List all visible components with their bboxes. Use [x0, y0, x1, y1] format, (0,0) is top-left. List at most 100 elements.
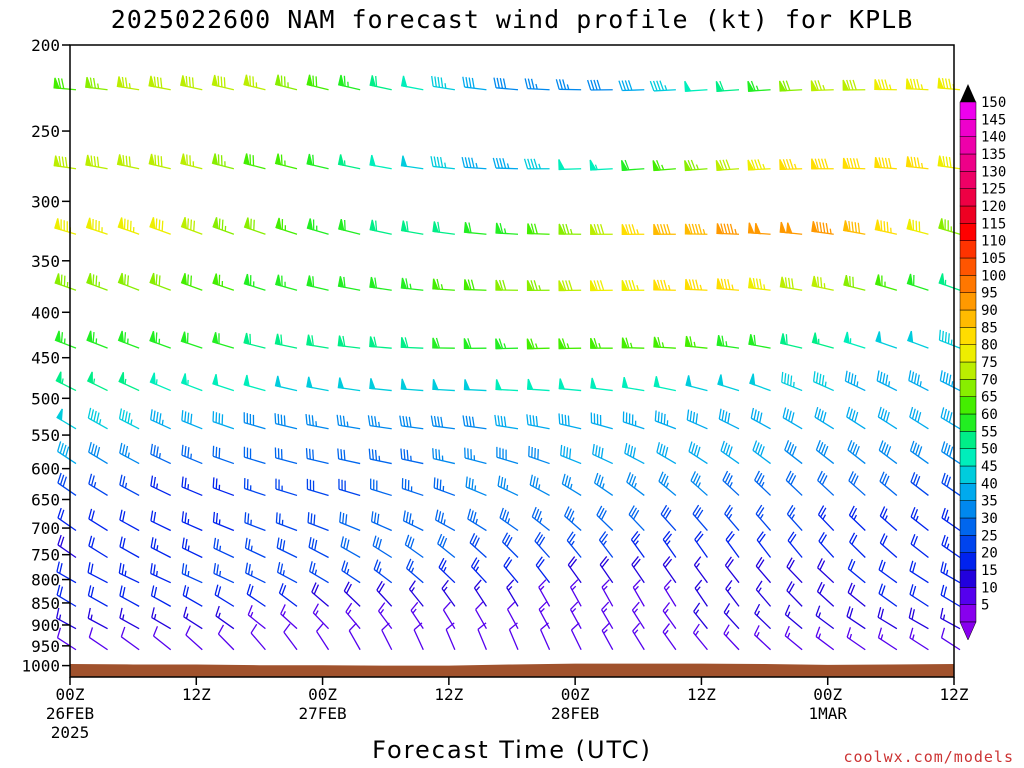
wind-barb	[341, 560, 361, 584]
wind-barb	[501, 532, 519, 558]
wind-barb	[626, 472, 645, 496]
wind-barb	[399, 415, 424, 430]
wind-barb	[369, 219, 392, 235]
wind-barb	[348, 622, 361, 651]
colorbar-label: 60	[981, 407, 998, 423]
wind-barb	[526, 338, 550, 350]
wind-barb	[693, 602, 708, 630]
wind-barb	[909, 627, 929, 651]
wind-barb	[495, 279, 519, 291]
wind-barb	[306, 74, 329, 91]
wind-barb	[592, 443, 613, 465]
wind-barb	[305, 448, 329, 465]
wind-barb	[463, 338, 487, 350]
wind-barb	[181, 563, 203, 584]
wind-barb	[601, 622, 614, 651]
wind-barb	[211, 74, 235, 91]
wind-barb	[376, 580, 393, 607]
colorbar-label: 145	[981, 112, 1006, 128]
wind-barb	[878, 583, 898, 607]
wind-barb	[848, 505, 866, 531]
wind-barb	[117, 217, 140, 235]
wind-barb	[278, 583, 298, 607]
wind-barb	[503, 556, 519, 584]
wind-barb	[811, 275, 834, 291]
wind-barb	[181, 511, 203, 532]
wind-barb	[940, 407, 961, 430]
wind-barb	[718, 408, 740, 430]
wind-barb	[749, 373, 771, 392]
wind-barb	[535, 556, 551, 584]
wind-barb	[274, 153, 298, 170]
wind-barb	[754, 603, 772, 630]
wind-barb	[874, 219, 897, 235]
wind-barb	[250, 623, 266, 651]
wind-barb	[150, 585, 172, 607]
wind-barb	[495, 338, 519, 350]
colorbar-label: 105	[981, 251, 1006, 267]
wind-barb	[526, 223, 550, 235]
wind-barb	[400, 378, 424, 392]
wind-barb	[117, 272, 140, 291]
wind-barb	[56, 627, 77, 651]
wind-barb	[848, 471, 866, 496]
wind-barb	[755, 580, 772, 607]
colorbar-swatch	[959, 465, 977, 484]
wind-barb	[905, 78, 929, 91]
wind-barb	[874, 274, 898, 291]
wind-barb	[430, 415, 455, 430]
colorbar-swatch	[959, 188, 977, 207]
credit-text: coolwx.com/models	[843, 748, 1014, 766]
colorbar-label: 130	[981, 164, 1006, 180]
wind-barb	[119, 474, 140, 497]
wind-barb	[564, 506, 582, 532]
wind-barb	[692, 623, 708, 651]
wind-barb	[818, 531, 835, 558]
wind-barb	[274, 375, 298, 392]
wind-barb	[748, 277, 771, 291]
wind-barb	[654, 410, 677, 430]
wind-barb	[180, 331, 203, 349]
wind-barb	[940, 561, 961, 584]
wind-barb	[686, 409, 708, 430]
x-tick-label: 27FEB	[298, 704, 346, 723]
wind-barb	[785, 470, 803, 496]
wind-barb	[430, 156, 455, 170]
wind-barb	[723, 603, 740, 630]
wind-barb	[846, 406, 866, 430]
colorbar-swatch	[959, 292, 977, 311]
wind-barb	[596, 505, 614, 531]
wind-barb	[338, 218, 361, 235]
x-tick-label: 2025	[51, 723, 90, 742]
wind-barb	[410, 601, 424, 630]
wind-barb	[243, 153, 266, 170]
wind-barb	[308, 536, 329, 559]
wind-barb	[847, 558, 866, 584]
wind-barb	[212, 411, 235, 430]
wind-barb	[88, 627, 108, 651]
wind-barb	[405, 558, 424, 584]
colorbar-swatch	[959, 223, 977, 241]
wind-barb	[243, 374, 266, 392]
colorbar-label: 10	[981, 580, 998, 596]
wind-barb	[431, 75, 455, 91]
y-tick-label: 900	[31, 616, 60, 635]
wind-barb	[938, 273, 961, 291]
wind-barb	[523, 158, 550, 170]
wind-barb	[283, 623, 298, 651]
wind-barb	[939, 370, 961, 392]
wind-barb	[910, 533, 929, 559]
wind-barb	[243, 273, 266, 291]
wind-barb	[810, 80, 834, 92]
wind-barb	[311, 582, 329, 607]
wind-barb	[85, 76, 108, 91]
wind-barb	[786, 504, 803, 531]
wind-barb	[432, 221, 455, 235]
terrain-fill	[70, 663, 954, 677]
wind-barb	[653, 223, 676, 235]
wind-barb	[879, 471, 898, 496]
colorbar-label: 40	[981, 476, 998, 492]
wind-barb	[817, 470, 835, 496]
wind-barb	[690, 471, 708, 496]
